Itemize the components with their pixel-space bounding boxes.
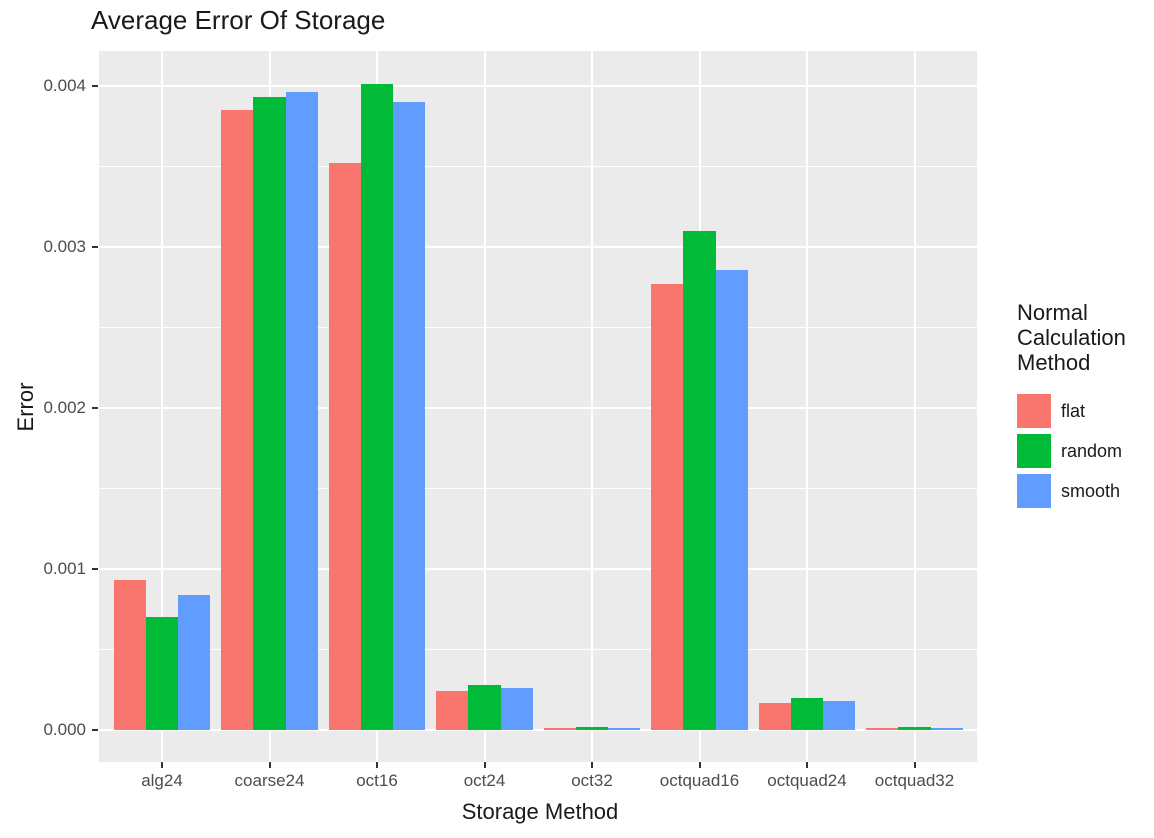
minor-gridline: [99, 327, 977, 328]
legend-title-line: Normal: [1017, 300, 1088, 325]
x-tick-label: coarse24: [234, 771, 305, 790]
x-tick-label: alg24: [141, 771, 183, 790]
legend: Normal Calculation Method flat random smoo…: [1017, 300, 1126, 514]
legend-items: flat random smooth: [1017, 394, 1126, 508]
x-axis-title: Storage Method: [461, 799, 619, 824]
y-tick-mark: [92, 407, 98, 409]
bar-coarse24-flat: [221, 110, 254, 730]
major-gridline: [99, 246, 977, 248]
chart-title: Average Error Of Storage: [91, 5, 386, 35]
legend-label-random: random: [1061, 440, 1123, 461]
bar-oct16-random: [360, 84, 394, 730]
bar-oct32-flat: [543, 728, 576, 730]
legend-item-flat: flat: [1017, 394, 1126, 428]
major-gridline-vertical: [913, 51, 916, 762]
major-gridline-vertical: [591, 51, 593, 762]
y-tick-mark: [92, 568, 98, 570]
legend-title-line: Method: [1017, 350, 1091, 375]
bar-oct32-random: [575, 726, 609, 730]
y-tick-label: 0.001: [43, 559, 86, 578]
legend-key-flat: [1017, 394, 1051, 428]
major-gridline-vertical: [806, 51, 808, 762]
bar-oct24-smooth: [500, 688, 533, 730]
minor-gridline: [99, 488, 977, 489]
major-gridline: [99, 85, 977, 87]
bar-octquad32-smooth: [930, 727, 963, 730]
major-gridline: [99, 568, 977, 570]
x-tick-label: octquad16: [659, 771, 740, 790]
plot-panel: [99, 51, 977, 762]
x-tick-mark: [913, 762, 916, 768]
major-gridline: [99, 407, 977, 409]
bar-octquad32-flat: [866, 728, 899, 730]
x-tick-mark: [376, 762, 378, 768]
major-gridline-vertical: [161, 51, 163, 762]
bar-octquad16-random: [683, 230, 716, 730]
bar-alg24-flat: [113, 580, 146, 730]
bar-oct16-flat: [328, 163, 361, 730]
bar-oct24-flat: [436, 691, 469, 730]
legend-key-random: [1017, 434, 1051, 468]
x-tick-mark: [483, 762, 486, 768]
x-tick-mark: [591, 762, 593, 768]
y-tick-mark: [92, 729, 98, 731]
legend-item-smooth: smooth: [1017, 474, 1126, 508]
legend-key-smooth: [1017, 474, 1051, 508]
y-tick-label: 0.000: [43, 720, 86, 739]
y-tick-label: 0.002: [43, 398, 86, 417]
bar-octquad24-smooth: [823, 701, 856, 730]
minor-gridline: [99, 166, 977, 167]
bar-oct24-random: [468, 684, 501, 730]
legend-title-line: Calculation: [1017, 325, 1126, 350]
bar-octquad24-flat: [758, 702, 791, 730]
x-tick-mark: [698, 762, 701, 768]
x-tick-mark: [161, 762, 163, 768]
x-tick-mark: [268, 762, 271, 768]
legend-item-random: random: [1017, 434, 1126, 468]
x-tick-label: oct24: [463, 771, 506, 790]
x-tick-label: oct16: [356, 771, 398, 790]
bar-oct32-smooth: [608, 728, 641, 730]
bar-octquad16-smooth: [715, 269, 748, 730]
x-tick-label: oct32: [571, 771, 613, 790]
x-tick-label: octquad32: [874, 771, 955, 790]
y-tick-mark: [92, 85, 98, 87]
bar-coarse24-smooth: [285, 92, 318, 730]
minor-gridline: [99, 649, 977, 650]
bar-alg24-smooth: [178, 594, 211, 730]
x-tick-mark: [806, 762, 808, 768]
legend-title: Normal Calculation Method: [1017, 300, 1126, 375]
bar-oct16-smooth: [393, 102, 426, 730]
legend-label-smooth: smooth: [1061, 480, 1121, 501]
y-tick-label: 0.003: [43, 237, 86, 256]
y-tick-label: 0.004: [43, 76, 86, 95]
bar-octquad16-flat: [651, 284, 684, 730]
bar-octquad24-random: [790, 697, 824, 730]
bar-coarse24-random: [253, 97, 286, 730]
major-gridline: [99, 729, 977, 731]
bar-octquad32-random: [898, 726, 931, 730]
bar-alg24-random: [145, 617, 179, 730]
x-tick-label: octquad24: [767, 771, 847, 790]
major-gridline-vertical: [483, 51, 486, 762]
legend-label-flat: flat: [1061, 400, 1086, 421]
y-tick-mark: [92, 246, 98, 248]
